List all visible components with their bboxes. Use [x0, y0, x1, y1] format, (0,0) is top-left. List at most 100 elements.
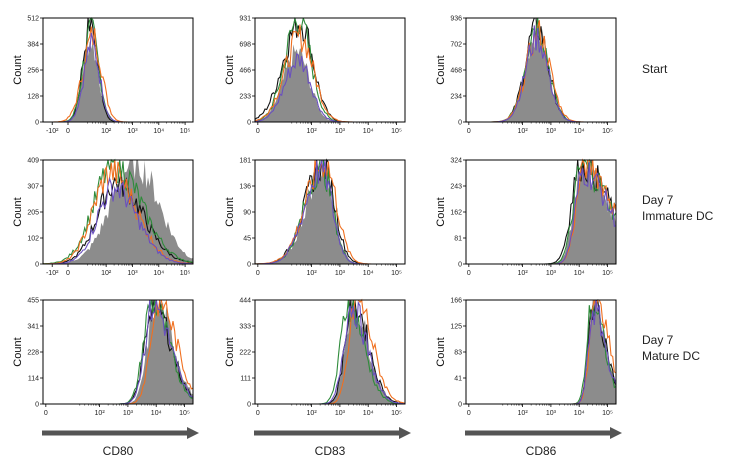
y-tick-label: 466: [239, 68, 251, 75]
y-axis-label: Count: [435, 337, 447, 366]
histogram-panel-r2-c1: 0 111 222 333 444 0 10² 10³ 10⁴ 10⁵ Count: [224, 298, 406, 417]
x-tick-label: 0: [256, 128, 260, 135]
y-tick-label: 45: [243, 236, 251, 243]
filled-histogram: [255, 300, 405, 404]
filled-histogram: [43, 40, 193, 122]
histogram-line-1: [42, 171, 194, 265]
y-tick-label: 0: [458, 120, 462, 127]
x-tick-label: 0: [256, 270, 260, 277]
y-tick-label: 307: [27, 184, 39, 191]
column-labels: CD80 CD83 CD86: [42, 427, 622, 458]
x-tick-label: 10⁵: [180, 128, 191, 135]
y-axis-label: Count: [12, 55, 24, 84]
y-tick-label: 0: [247, 402, 251, 409]
x-tick-label: 10⁴: [574, 410, 585, 417]
y-tick-label: 181: [239, 158, 251, 165]
x-tick-label: 0: [467, 128, 471, 135]
histogram-panel-r2-c0: 0 114 228 341 455 0 10² 10³ 10⁴ 10⁵ Count: [12, 298, 194, 417]
x-tick-label: 0: [66, 270, 70, 277]
y-tick-label: 936: [450, 16, 462, 23]
marker-label-cd80: CD80: [103, 444, 134, 458]
histogram-panel-r0-c2: 0 234 468 702 936 0 10² 10³ 10⁴ 10⁵ Count: [435, 16, 617, 135]
y-tick-label: 0: [458, 402, 462, 409]
x-tick-label: 10⁵: [602, 410, 613, 417]
filled-histogram: [255, 160, 405, 264]
y-tick-label: 102: [27, 236, 39, 243]
x-tick-label: 10³: [127, 128, 138, 135]
x-tick-label: 10³: [335, 128, 346, 135]
histogram-panel-r1-c1: 0 45 90 136 181 0 10² 10³ 10⁴ 10⁵ Count: [224, 158, 406, 277]
x-tick-label: 10³: [335, 410, 346, 417]
filled-histogram: [466, 18, 616, 122]
x-tick-label: 0: [44, 410, 48, 417]
x-tick-label: 10³: [123, 410, 134, 417]
axis-arrow-head: [610, 427, 622, 439]
x-tick-label: 10³: [335, 270, 346, 277]
marker-label-cd83: CD83: [315, 444, 346, 458]
x-tick-label: 10⁴: [363, 128, 374, 135]
x-tick-label: -10²: [46, 270, 59, 277]
y-axis-label: Count: [224, 197, 236, 226]
x-tick-label: 10⁴: [363, 410, 374, 417]
histogram-line-4: [43, 176, 194, 265]
y-tick-label: 0: [35, 262, 39, 269]
y-axis-label: Count: [224, 337, 236, 366]
y-axis-label: Count: [12, 197, 24, 226]
x-tick-label: 10⁵: [179, 410, 190, 417]
y-axis-label: Count: [435, 197, 447, 226]
histogram-panel-r0-c1: 0 233 466 698 931 0 10² 10³ 10⁴ 10⁵ Count: [224, 16, 406, 135]
x-tick-label: 10²: [307, 410, 318, 417]
y-tick-label: 324: [450, 158, 462, 165]
x-tick-label: 0: [256, 410, 260, 417]
y-tick-label: 256: [27, 68, 39, 75]
x-tick-label: 10²: [101, 128, 112, 135]
histogram-line-2: [43, 158, 194, 265]
y-tick-label: 166: [450, 298, 462, 305]
plot-frame: [42, 17, 194, 123]
y-tick-label: 341: [27, 324, 39, 331]
y-tick-label: 455: [27, 298, 39, 305]
y-tick-label: 222: [239, 350, 251, 357]
y-tick-label: 228: [27, 350, 39, 357]
y-tick-label: 81: [454, 236, 462, 243]
x-tick-label: 10²: [518, 270, 529, 277]
histogram-panel-r0-c0: 0 128 256 384 512 -10² 0 10² 10³ 10⁴ 10⁵ Count: [12, 16, 194, 135]
filled-histogram: [255, 44, 405, 122]
x-tick-label: 10³: [546, 410, 557, 417]
y-axis-label: Count: [435, 55, 447, 84]
x-tick-label: 10²: [518, 410, 529, 417]
y-tick-label: 125: [450, 324, 462, 331]
y-tick-label: 0: [35, 402, 39, 409]
x-tick-label: 10⁴: [151, 410, 162, 417]
y-tick-label: 243: [450, 184, 462, 191]
y-tick-label: 136: [239, 184, 251, 191]
row-label: Immature DC: [642, 209, 714, 223]
x-tick-label: 10³: [546, 128, 557, 135]
row-label: Mature DC: [642, 349, 700, 363]
x-tick-label: 10⁵: [602, 270, 613, 277]
x-tick-label: 10³: [546, 270, 557, 277]
x-tick-label: 10⁵: [180, 270, 191, 277]
x-tick-label: -10²: [46, 128, 59, 135]
axis-arrow-head: [187, 427, 199, 439]
y-tick-label: 162: [450, 210, 462, 217]
filled-histogram: [466, 300, 616, 404]
x-tick-label: 10⁴: [153, 128, 164, 135]
y-tick-label: 205: [27, 210, 39, 217]
y-tick-label: 444: [239, 298, 251, 305]
y-tick-label: 233: [239, 94, 251, 101]
y-tick-label: 931: [239, 16, 251, 23]
x-tick-label: 10²: [307, 128, 318, 135]
x-tick-label: 10²: [518, 128, 529, 135]
histogram-panels: 0 128 256 384 512 -10² 0 10² 10³ 10⁴ 10⁵ Count 0 233 4…: [12, 16, 617, 417]
filled-histogram: [43, 300, 193, 404]
x-tick-label: 10⁴: [153, 270, 164, 277]
y-tick-label: 409: [27, 158, 39, 165]
y-tick-label: 90: [243, 210, 251, 217]
y-tick-label: 0: [247, 120, 251, 127]
y-tick-label: 512: [27, 16, 39, 23]
histogram-panel-r1-c0: 0 102 205 307 409 -10² 0 10² 10³ 10⁴ 10⁵ Count: [12, 158, 194, 277]
y-tick-label: 83: [454, 350, 462, 357]
row-label: Day 7: [642, 333, 674, 347]
